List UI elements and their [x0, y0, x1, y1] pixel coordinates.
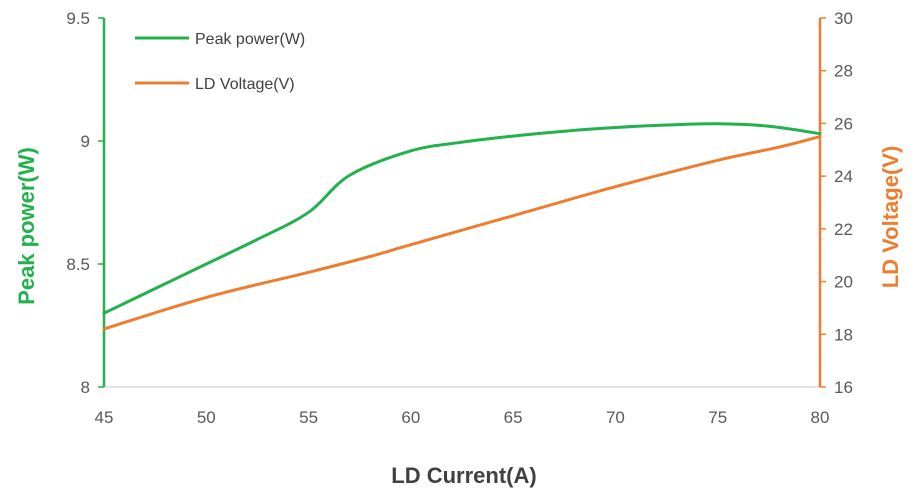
- x-axis-title: LD Current(A): [391, 463, 536, 488]
- x-tick-label: 60: [401, 408, 420, 427]
- series-line-peak-power: [102, 122, 822, 315]
- y-left-tick-label: 8.5: [66, 255, 90, 274]
- y-left-tick-label: 9: [81, 132, 90, 151]
- y-left-tick-label: 9.5: [66, 9, 90, 28]
- x-tick-label: 75: [708, 408, 727, 427]
- y-right-tick-label: 16: [834, 378, 853, 397]
- y-right-tick-label: 26: [834, 114, 853, 133]
- y-right-tick-label: 28: [834, 62, 853, 81]
- x-tick-label: 55: [299, 408, 318, 427]
- y-axis-right-title: LD Voltage(V): [878, 146, 903, 289]
- tick-labels: 45 50 55 60 65 70 75 80 8 8.5 9 9.5 16 18 20 22 24 26 28 30: [66, 9, 853, 427]
- legend: Peak power(W) LD Voltage(V): [135, 31, 305, 93]
- y-right-tick-label: 20: [834, 273, 853, 292]
- x-tick-label: 45: [95, 408, 114, 427]
- y-axis-left-title: Peak power(W): [14, 147, 39, 305]
- x-tick-label: 70: [606, 408, 625, 427]
- x-tick-label: 50: [197, 408, 216, 427]
- legend-label: LD Voltage(V): [195, 76, 295, 93]
- series-lines: [102, 122, 822, 331]
- y-right-tick-label: 24: [834, 167, 853, 186]
- y-left-tick-label: 8: [81, 378, 90, 397]
- x-tick-label: 65: [504, 408, 523, 427]
- legend-label: Peak power(W): [195, 31, 305, 48]
- series-line-ld-voltage: [102, 135, 822, 331]
- x-tick-label: 80: [811, 408, 830, 427]
- axes: [102, 18, 822, 388]
- y-right-tick-label: 30: [834, 9, 853, 28]
- y-right-tick-label: 22: [834, 220, 853, 239]
- y-right-tick-label: 18: [834, 325, 853, 344]
